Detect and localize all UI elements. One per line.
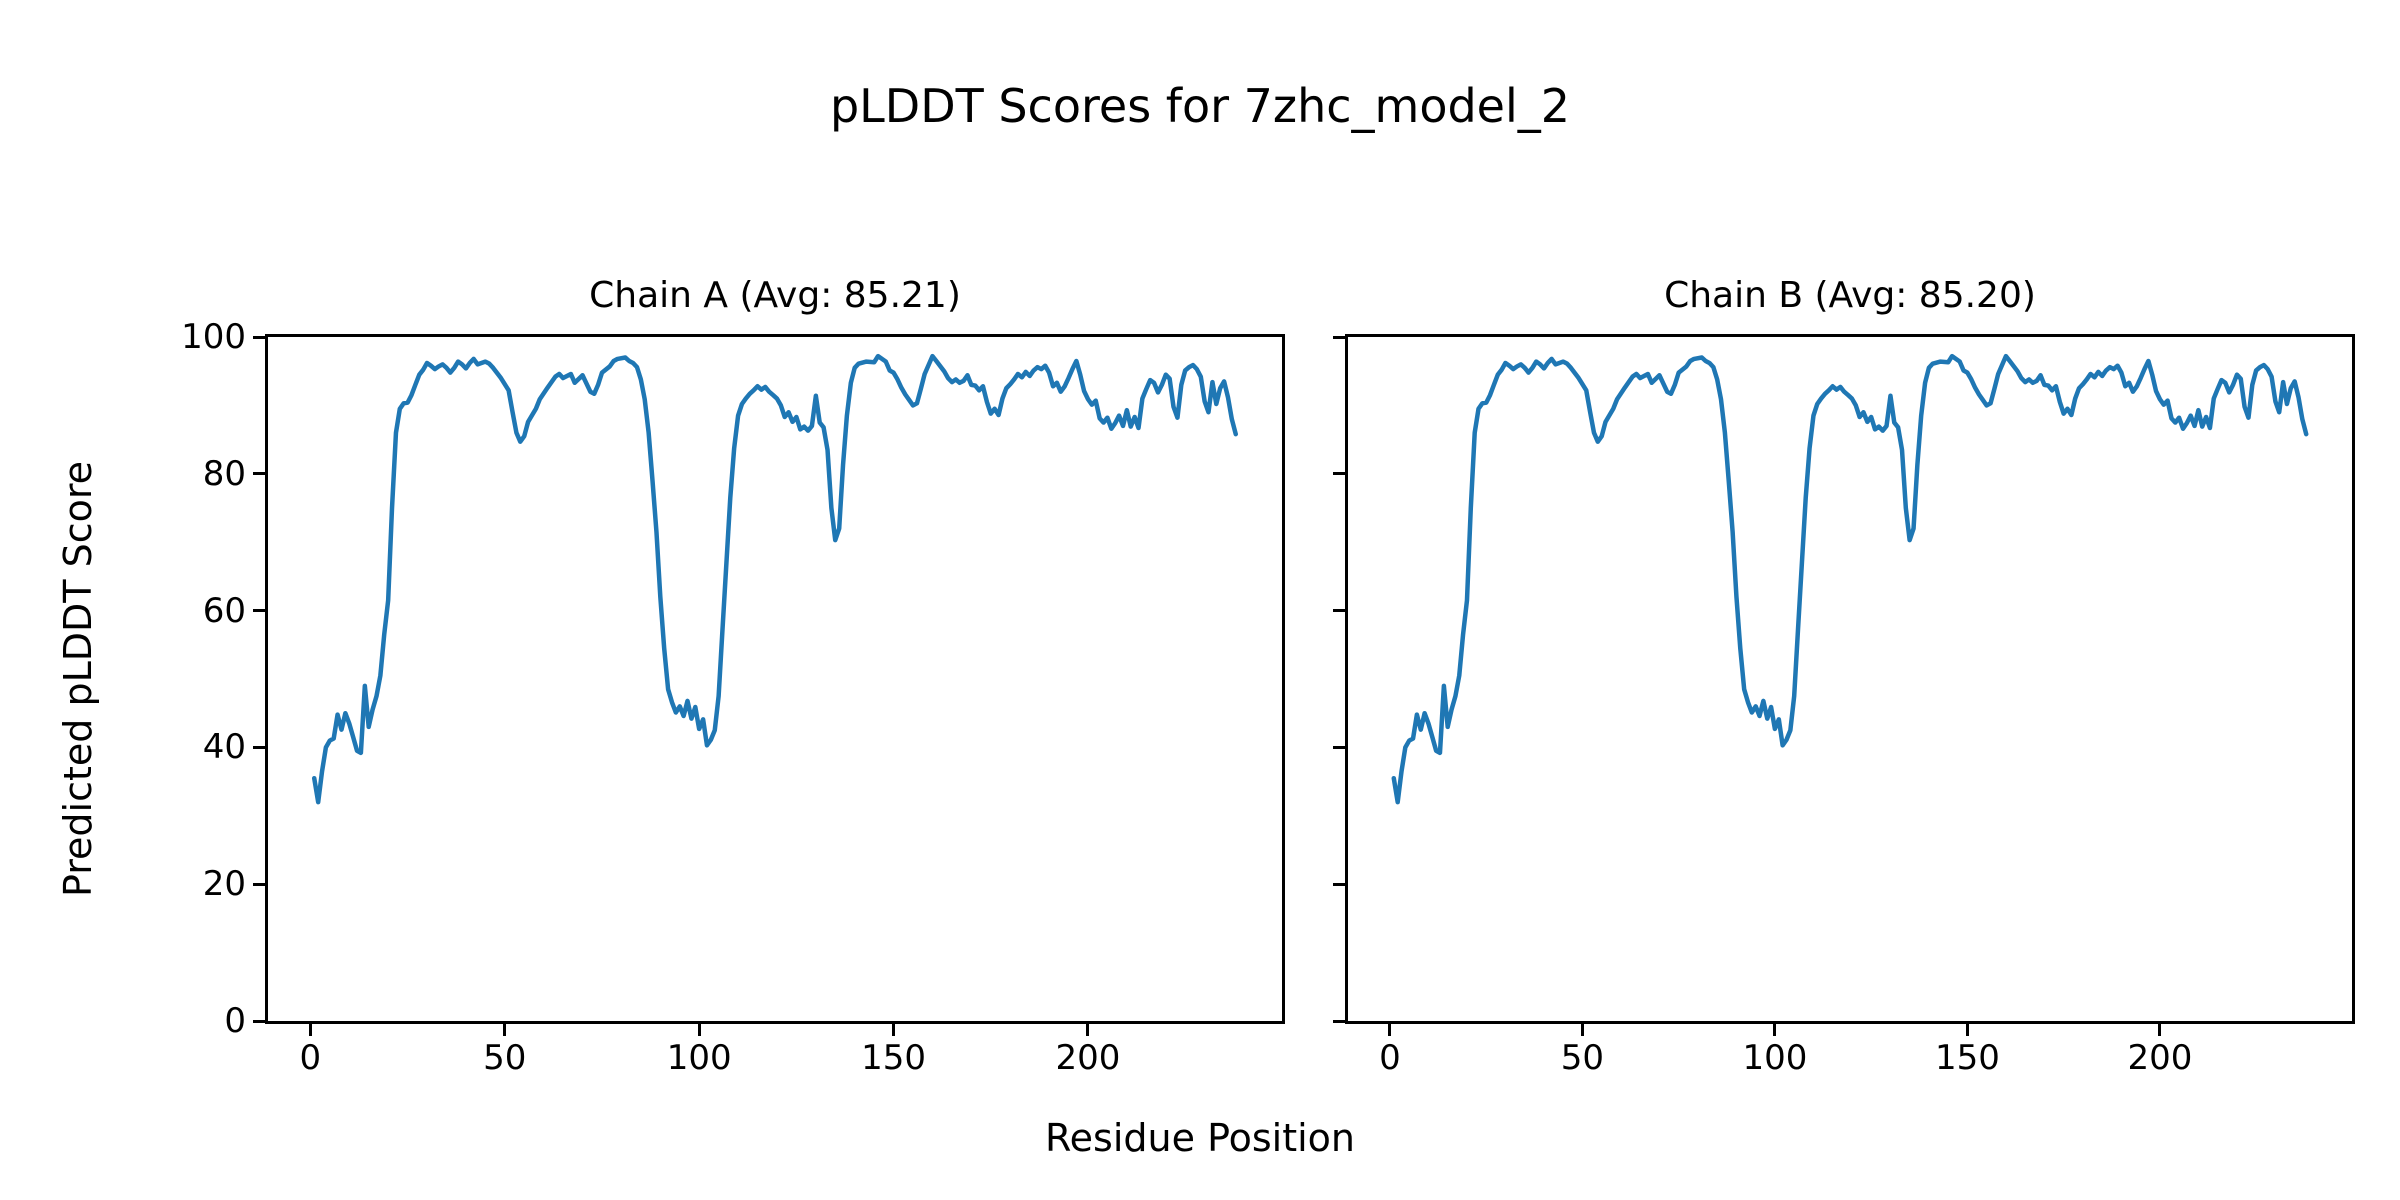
y-tick-mark bbox=[1333, 745, 1345, 749]
x-tick-mark bbox=[1965, 1024, 1969, 1036]
x-tick-label: 150 bbox=[861, 1038, 927, 1078]
y-tick-mark bbox=[1333, 882, 1345, 886]
y-tick-label: 80 bbox=[202, 453, 246, 494]
x-tick-label: 0 bbox=[1379, 1038, 1401, 1078]
chain-a-title: Chain A (Avg: 85.21) bbox=[589, 275, 961, 316]
x-tick-mark bbox=[1773, 1024, 1777, 1036]
x-tick-mark bbox=[1580, 1024, 1584, 1036]
y-tick-mark bbox=[253, 335, 265, 339]
x-tick-label: 50 bbox=[483, 1038, 527, 1078]
figure-title: pLDDT Scores for 7zhc_model_2 bbox=[829, 79, 1571, 133]
chain-a-plot: 0 50 100 150 200 0 20 40 60 80 100 bbox=[181, 318, 1285, 1077]
chain-b-title: Chain B (Avg: 85.20) bbox=[1664, 275, 2036, 316]
x-tick-mark bbox=[503, 1024, 507, 1036]
plddt-line-chain-b bbox=[1394, 356, 2306, 802]
y-tick-label: 40 bbox=[202, 727, 246, 768]
x-tick-mark bbox=[308, 1024, 312, 1036]
x-axis-label: Residue Position bbox=[1044, 1116, 1356, 1160]
x-tick-label: 50 bbox=[1560, 1038, 1605, 1078]
plddt-line-chain-a bbox=[314, 356, 1236, 802]
y-tick-mark bbox=[253, 882, 265, 886]
chain-a-plot-canvas bbox=[268, 337, 1282, 1021]
x-tick-mark bbox=[1388, 1024, 1392, 1036]
y-tick-label: 20 bbox=[202, 864, 246, 905]
x-tick-mark bbox=[697, 1024, 701, 1036]
x-tick-label: 100 bbox=[666, 1038, 732, 1078]
y-tick-label: 0 bbox=[224, 1001, 246, 1041]
y-tick-mark bbox=[1333, 609, 1345, 613]
y-tick-mark bbox=[1333, 1019, 1345, 1023]
x-tick-label: 200 bbox=[1055, 1038, 1121, 1078]
y-tick-mark bbox=[1333, 335, 1345, 339]
x-tick-label: 150 bbox=[1934, 1038, 2000, 1078]
x-tick-mark bbox=[1086, 1024, 1090, 1036]
y-tick-mark bbox=[253, 472, 265, 476]
x-tick-mark bbox=[892, 1024, 896, 1036]
x-tick-label: 100 bbox=[1742, 1038, 1808, 1078]
y-tick-label: 60 bbox=[202, 590, 246, 631]
chain-b-plot: 0 50 100 150 200 bbox=[1333, 334, 2355, 1077]
y-tick-mark bbox=[253, 1019, 265, 1023]
y-axis-label: Predicted pLDDT Score bbox=[56, 461, 100, 897]
y-tick-mark bbox=[1333, 472, 1345, 476]
chain-b-plot-canvas bbox=[1348, 337, 2352, 1021]
y-tick-mark bbox=[253, 745, 265, 749]
y-tick-label: 100 bbox=[181, 317, 246, 357]
x-tick-label: 200 bbox=[2127, 1038, 2193, 1078]
y-tick-mark bbox=[253, 609, 265, 613]
x-tick-mark bbox=[2158, 1024, 2162, 1036]
x-tick-label: 0 bbox=[299, 1038, 322, 1078]
